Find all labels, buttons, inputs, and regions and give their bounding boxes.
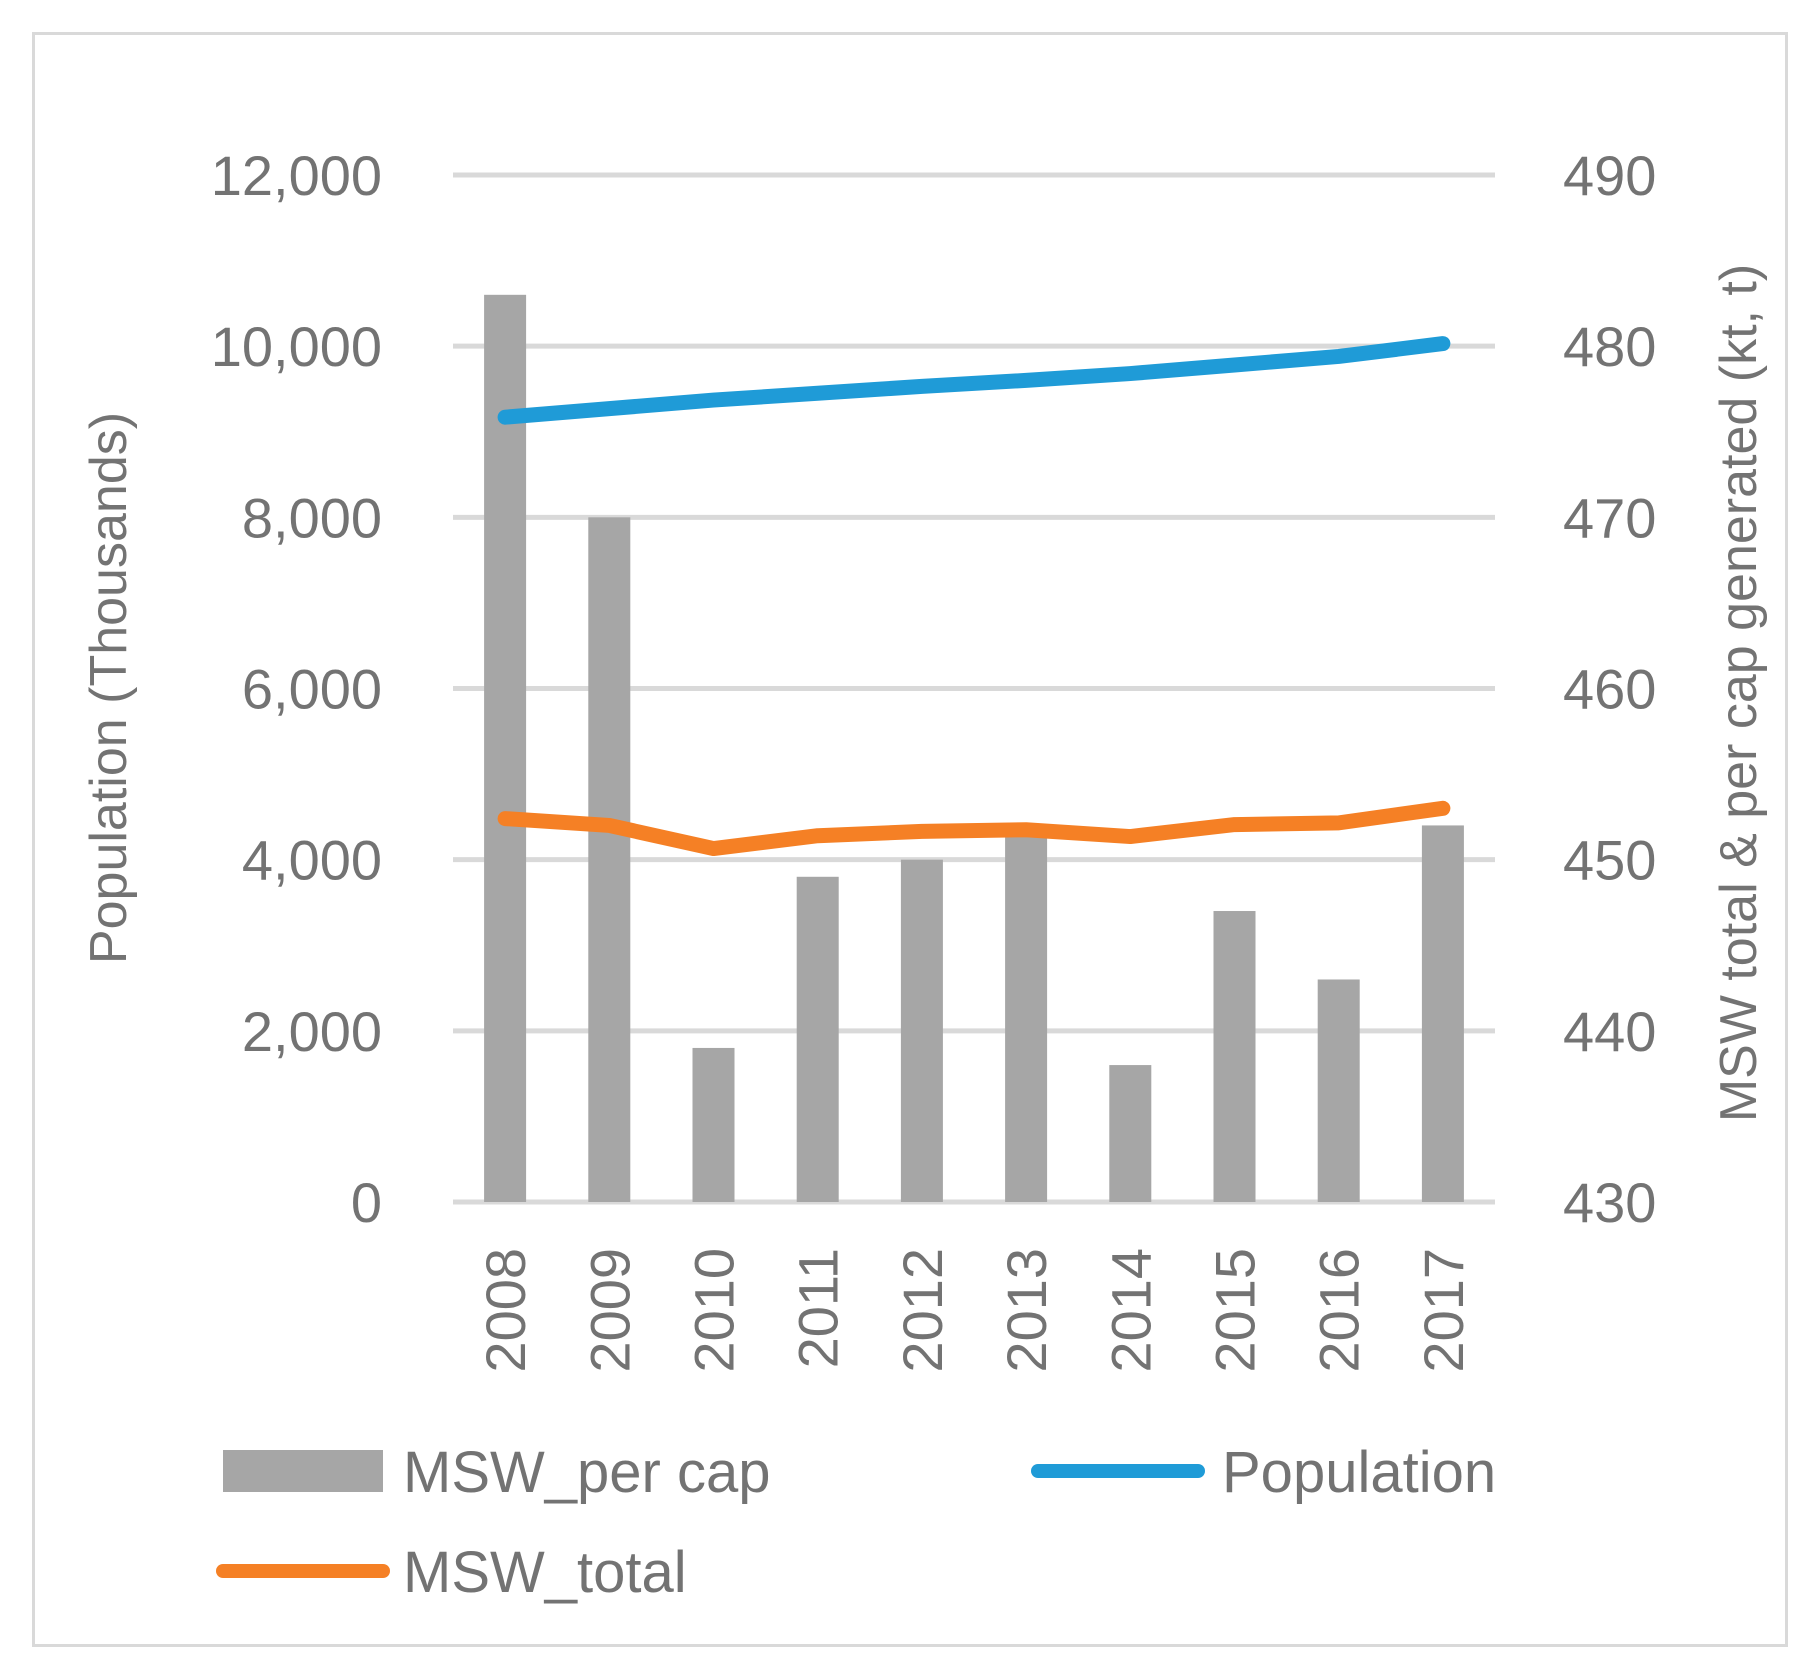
left-axis-ticks: 0 2,000 4,000 6,000 8,000 10,000 12,000 bbox=[211, 144, 382, 1234]
x-tick-label-2013: 2013 bbox=[995, 1248, 1058, 1373]
x-tick-label-2008: 2008 bbox=[474, 1248, 537, 1373]
x-tick-label-2016: 2016 bbox=[1308, 1248, 1371, 1373]
x-tick-label-2017: 2017 bbox=[1412, 1248, 1475, 1373]
legend-label-msw-total: MSW_total bbox=[403, 1540, 687, 1605]
legend-item-msw-total: MSW_total bbox=[216, 1540, 687, 1605]
right-tick-label-1: 440 bbox=[1563, 1000, 1656, 1063]
right-axis-ticks: 430 440 450 460 470 480 490 bbox=[1563, 144, 1656, 1234]
series-lines bbox=[497, 336, 1451, 857]
line-msw-total bbox=[497, 800, 1451, 857]
x-tick-label-2015: 2015 bbox=[1204, 1248, 1267, 1373]
legend-item-population: Population bbox=[1031, 1440, 1496, 1505]
bar-2016 bbox=[1317, 979, 1360, 1202]
chart-frame bbox=[32, 32, 1788, 1647]
bar-2009 bbox=[588, 517, 631, 1202]
left-tick-label-2: 4,000 bbox=[242, 829, 382, 892]
legend-swatch-msw-per-cap bbox=[223, 1450, 383, 1492]
legend: MSW_per cap Population MSW_total bbox=[216, 1440, 1496, 1605]
bar-2017 bbox=[1421, 825, 1464, 1202]
x-tick-label-2012: 2012 bbox=[891, 1248, 954, 1373]
line-population bbox=[497, 336, 1451, 425]
right-tick-label-0: 430 bbox=[1563, 1171, 1656, 1234]
left-tick-label-6: 12,000 bbox=[211, 144, 382, 207]
right-tick-label-4: 470 bbox=[1563, 486, 1656, 549]
x-tick-label-2014: 2014 bbox=[1099, 1248, 1162, 1373]
right-tick-label-3: 460 bbox=[1563, 658, 1656, 721]
bar-2012 bbox=[900, 859, 943, 1202]
bar-2013 bbox=[1005, 833, 1048, 1202]
bar-2008 bbox=[484, 294, 527, 1203]
left-tick-label-3: 6,000 bbox=[242, 658, 382, 721]
legend-label-population: Population bbox=[1222, 1440, 1496, 1505]
legend-item-msw-per-cap: MSW_per cap bbox=[223, 1440, 770, 1505]
left-tick-label-0: 0 bbox=[351, 1171, 382, 1234]
x-axis-ticks: 2008 2009 2010 2011 2012 2013 2014 2015 2016 2017 bbox=[474, 1248, 1475, 1373]
legend-label-msw-per-cap: MSW_per cap bbox=[403, 1440, 770, 1505]
right-axis-title: MSW total & per cap generated (kt, t) bbox=[1710, 264, 1768, 1122]
right-tick-label-5: 480 bbox=[1563, 315, 1656, 378]
left-tick-label-4: 8,000 bbox=[242, 486, 382, 549]
x-tick-label-2011: 2011 bbox=[787, 1248, 850, 1368]
left-axis-title: Population (Thousands) bbox=[80, 412, 138, 964]
x-tick-label-2009: 2009 bbox=[578, 1248, 641, 1373]
bar-2010 bbox=[692, 1047, 735, 1202]
right-tick-label-2: 450 bbox=[1563, 829, 1656, 892]
bar-2015 bbox=[1213, 911, 1256, 1202]
bars-msw-per-cap bbox=[484, 294, 1464, 1203]
left-tick-label-1: 2,000 bbox=[242, 1000, 382, 1063]
right-tick-label-6: 490 bbox=[1563, 144, 1656, 207]
x-tick-label-2010: 2010 bbox=[683, 1248, 746, 1373]
left-tick-label-5: 10,000 bbox=[211, 315, 382, 378]
bar-2011 bbox=[796, 876, 839, 1202]
bar-2014 bbox=[1109, 1065, 1152, 1202]
